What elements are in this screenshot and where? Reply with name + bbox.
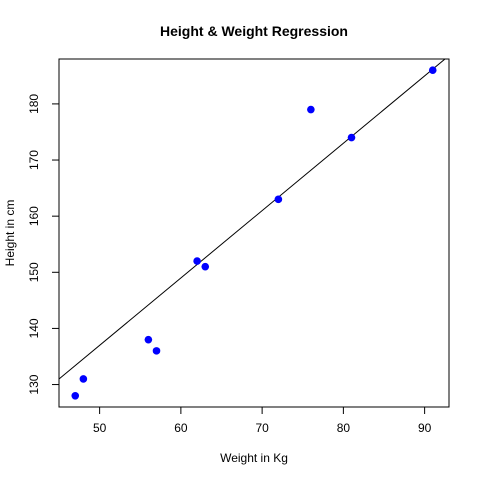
regression-line	[59, 59, 446, 380]
x-tick-label: 90	[418, 421, 432, 435]
scatter-point	[274, 195, 283, 204]
y-tick-label: 140	[27, 318, 41, 338]
x-tick-label: 70	[255, 421, 269, 435]
scatter-point	[144, 335, 153, 344]
y-tick-label: 160	[27, 206, 41, 226]
x-tick-label: 60	[174, 421, 188, 435]
plot-frame	[58, 58, 450, 408]
y-tick-label: 180	[27, 94, 41, 114]
y-tick-label: 150	[27, 262, 41, 282]
data-points	[71, 66, 437, 400]
scatter-point	[307, 105, 315, 114]
y-tick-label: 130	[27, 374, 41, 394]
scatter-point	[428, 66, 437, 75]
y-axis: 130 140 150 160 170 180	[27, 94, 59, 395]
scatter-point	[193, 257, 201, 265]
x-axis-label: Weight in Kg	[220, 451, 288, 465]
scatter-point	[152, 347, 161, 355]
regression-layer	[59, 59, 446, 380]
scatter-point	[201, 262, 210, 271]
x-axis: 50 60 70 80 90	[93, 407, 432, 435]
chart-title: Height & Weight Regression	[160, 23, 348, 39]
scatter-point	[347, 133, 356, 142]
x-tick-label: 80	[337, 421, 351, 435]
x-tick-label: 50	[93, 421, 107, 435]
y-axis-label: Height in cm	[3, 200, 17, 267]
scatter-point	[71, 391, 80, 400]
scatter-point	[79, 375, 88, 383]
y-tick-label: 170	[27, 150, 41, 170]
